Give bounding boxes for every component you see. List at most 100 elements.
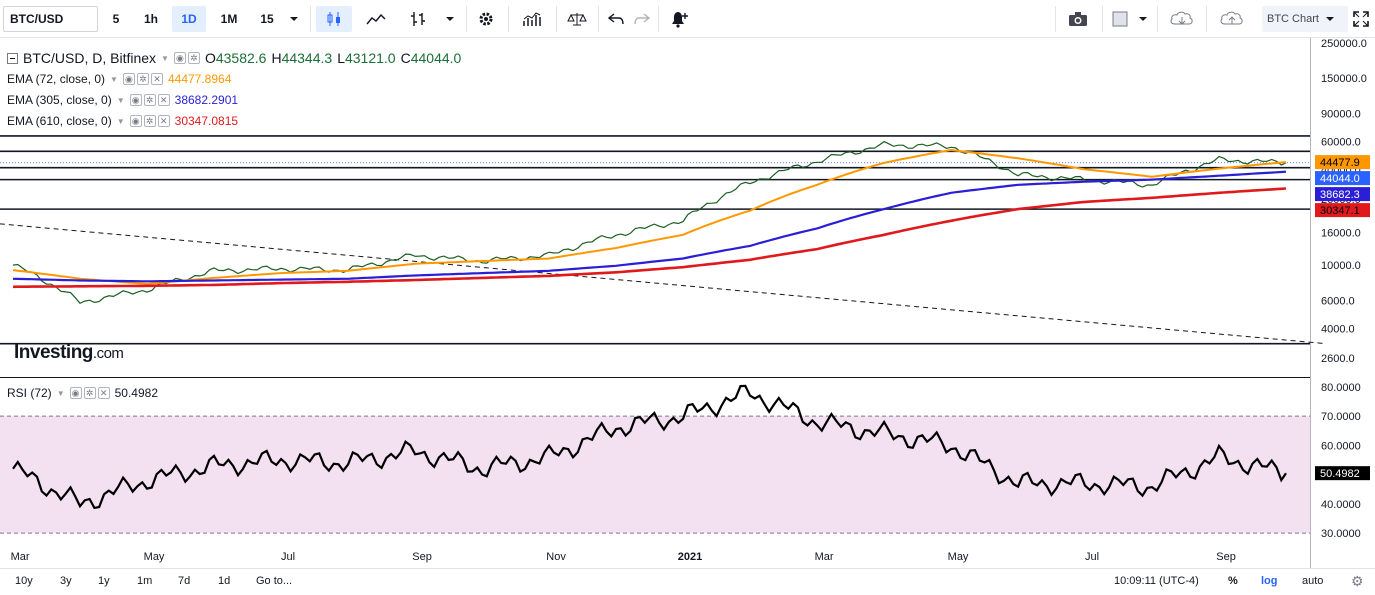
camera-icon [1069, 12, 1087, 26]
interval-15-button[interactable]: 15 [260, 12, 274, 26]
time-tick-label: Mar [815, 551, 834, 563]
caret-down-icon[interactable]: ▼ [116, 95, 125, 105]
interval-1h-button[interactable]: 1h [143, 12, 158, 26]
legend-actions[interactable]: ◉ ✲ ✕ [129, 115, 170, 127]
redo-button[interactable] [630, 6, 654, 32]
collapse-icon[interactable] [7, 52, 18, 64]
logo-main: Investing [14, 342, 93, 363]
snapshot-button[interactable] [1062, 6, 1094, 32]
gear-icon[interactable]: ✲ [83, 387, 96, 399]
load-chart-button[interactable] [1164, 6, 1200, 32]
color-picker-button[interactable] [1108, 6, 1132, 32]
rsi-value: 50.4982 [114, 386, 158, 400]
redo-icon [634, 13, 650, 25]
alert-button[interactable] [664, 6, 694, 32]
range-7d-button[interactable]: 7d [178, 575, 191, 587]
low-value: 43121.0 [344, 50, 396, 66]
time-tick-label: May [144, 551, 165, 563]
eye-icon[interactable]: ◉ [173, 52, 186, 64]
caret-down-icon[interactable]: ▼ [161, 53, 169, 63]
time-tick-label: Sep [1216, 551, 1236, 563]
legend-actions[interactable]: ◉ ✲ ✕ [122, 73, 163, 85]
auto-toggle[interactable]: auto [1302, 575, 1324, 587]
eye-icon[interactable]: ◉ [122, 73, 135, 85]
gear-icon[interactable]: ✲ [143, 115, 156, 127]
time-tick-label: Nov [546, 551, 566, 563]
cloud-upload-icon [1220, 11, 1243, 25]
caret-down-icon[interactable]: ▼ [56, 388, 65, 398]
range-1m-button[interactable]: 1m [137, 575, 153, 587]
fullscreen-icon [1353, 11, 1369, 27]
symbol-legend: BTC/USD, D, Bitfinex ▼ ◉ ✲ O 43582.6 H 4434… [7, 50, 461, 66]
interval-1d-button[interactable]: 1D [172, 6, 206, 32]
chart-type-dropdown[interactable] [440, 6, 460, 32]
interval-dropdown[interactable] [284, 6, 304, 32]
interval-5-button[interactable]: 5 [112, 12, 120, 26]
compare-button[interactable] [562, 6, 592, 32]
caret-down-icon[interactable]: ▼ [110, 74, 118, 84]
percent-toggle[interactable]: % [1228, 575, 1238, 587]
undo-button[interactable] [604, 6, 628, 32]
toolbar: BTC/USD 5 1h 1D 1M 15 BTC Chart [0, 0, 1375, 38]
bars-button[interactable] [400, 6, 436, 32]
chevron-down-icon [446, 17, 454, 21]
rsi-tick-label: 70.0000 [1321, 411, 1361, 423]
price-chart-svg[interactable]: 250000.0150000.090000.060000.040000.0260… [0, 38, 1375, 568]
investing-logo: Investing.com [14, 342, 124, 364]
color-dropdown[interactable] [1134, 6, 1152, 32]
indicators-icon [523, 12, 541, 26]
undo-icon [608, 13, 624, 25]
price-tick-label: 4000.0 [1321, 323, 1355, 335]
close-icon[interactable]: ✕ [157, 94, 170, 106]
symbol-title: BTC/USD, D, Bitfinex [23, 50, 157, 66]
open-label: O [204, 50, 216, 66]
gear-icon[interactable]: ✲ [143, 94, 156, 106]
gear-icon[interactable]: ✲ [187, 52, 200, 64]
goto-button[interactable]: Go to... [256, 575, 293, 587]
time-tick-label: Jul [281, 551, 295, 563]
candlestick-icon [327, 12, 340, 26]
gear-icon[interactable]: ✲ [136, 73, 149, 85]
legend-actions[interactable]: ◉ ✲ ✕ [69, 387, 110, 399]
price-badge-label-3: 30347.1 [1320, 205, 1360, 217]
close-icon[interactable]: ✕ [150, 73, 163, 85]
range-3y-button[interactable]: 3y [60, 575, 72, 587]
bottom-bar: 10y 3y 1y 1m 7d 1d Go to... 10:09:11 (UT… [0, 568, 1375, 595]
logo-suffix: .com [92, 345, 124, 362]
settings-button[interactable] [472, 6, 500, 32]
indicators-button[interactable] [514, 6, 550, 32]
eye-icon[interactable]: ◉ [69, 387, 82, 399]
color-swatch-icon [1112, 11, 1128, 27]
price-tick-label: 10000.0 [1321, 260, 1361, 272]
range-10y-button[interactable]: 10y [15, 575, 33, 587]
high-value: 44344.3 [281, 50, 333, 66]
caret-down-icon[interactable]: ▼ [116, 116, 125, 126]
ema72-value: 44477.8964 [167, 72, 232, 86]
log-toggle[interactable]: log [1261, 575, 1278, 587]
series-line-3 [12, 187, 1287, 289]
close-icon[interactable]: ✕ [157, 115, 170, 127]
eye-icon[interactable]: ◉ [129, 94, 142, 106]
chart-layout-dropdown[interactable]: BTC Chart [1262, 6, 1348, 32]
interval-1m-button[interactable]: 1M [220, 12, 238, 26]
save-chart-button[interactable] [1214, 6, 1250, 32]
chevron-down-icon [1325, 17, 1334, 21]
legend-actions[interactable]: ◉ ✲ ✕ [129, 94, 170, 106]
close-icon[interactable]: ✕ [97, 387, 110, 399]
range-1y-button[interactable]: 1y [98, 575, 110, 587]
candles-button[interactable] [316, 6, 352, 32]
range-1d-button[interactable]: 1d [218, 575, 231, 587]
symbol-input[interactable]: BTC/USD [3, 6, 98, 32]
ema305-label: EMA (305, close, 0) [7, 93, 112, 107]
fullscreen-button[interactable] [1350, 6, 1372, 32]
chart-area[interactable]: 250000.0150000.090000.060000.040000.0260… [0, 38, 1375, 568]
eye-icon[interactable]: ◉ [129, 115, 142, 127]
price-tick-label: 250000.0 [1321, 38, 1367, 50]
line-chart-button[interactable] [358, 6, 394, 32]
price-badge-1 [1315, 171, 1370, 186]
line-chart-icon [366, 13, 386, 25]
gear-icon[interactable]: ⚙ [1351, 573, 1364, 589]
ema72-label: EMA (72, close, 0) [7, 72, 106, 86]
legend-actions[interactable]: ◉ ✲ [173, 52, 200, 64]
rsi-line [12, 384, 1287, 510]
